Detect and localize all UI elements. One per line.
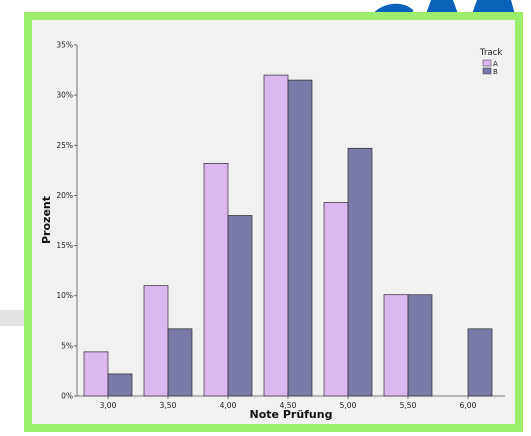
- x-axis-title: Note Prüfung: [250, 408, 333, 421]
- x-tick-label: 5,50: [400, 401, 417, 410]
- bars: [83, 74, 493, 397]
- x-axis-ticks: 3,00 3,50 4,00 4,50 5,00 5,50 6,00: [100, 396, 477, 410]
- x-tick-label: 5,00: [340, 401, 357, 410]
- y-tick-label: 20%: [56, 191, 73, 200]
- bar-chart: 0% 5% 10% 15% 20% 25% 30% 35% 3,00 3,50 4,00 4,50 5…: [40, 41, 505, 421]
- bar-a-5: [383, 294, 409, 397]
- bar-a-2: [203, 162, 229, 397]
- y-tick-label: 5%: [61, 341, 73, 350]
- x-tick-label: 4,00: [220, 401, 237, 410]
- bar-b-3: [287, 79, 313, 397]
- y-tick-label: 10%: [56, 291, 73, 300]
- legend: Track A B: [479, 48, 502, 76]
- bar-b-1: [167, 328, 193, 397]
- y-tick-label: 25%: [56, 141, 73, 150]
- bar-a-4: [323, 202, 349, 397]
- x-tick-label: 3,00: [100, 401, 117, 410]
- bar-b-2: [227, 215, 253, 397]
- bar-a-0: [83, 351, 109, 397]
- bar-a-3: [263, 74, 289, 397]
- y-axis-ticks: 0% 5% 10% 15% 20% 25% 30% 35%: [56, 41, 77, 401]
- y-tick-label: 30%: [56, 91, 73, 100]
- y-tick-label: 0%: [61, 392, 73, 401]
- legend-label-a: A: [493, 60, 498, 68]
- legend-swatch-a: [482, 59, 492, 67]
- x-tick-label: 4,50: [280, 401, 297, 410]
- legend-label-b: B: [493, 68, 498, 76]
- bar-b-6: [467, 328, 493, 397]
- chart-frame: 0% 5% 10% 15% 20% 25% 30% 35% 3,00 3,50 4,00 4,50 5…: [24, 12, 523, 432]
- bar-b-5: [407, 294, 433, 397]
- x-tick-label: 3,50: [160, 401, 177, 410]
- bar-b-0: [107, 373, 133, 397]
- bar-a-1: [143, 285, 169, 397]
- bar-b-4: [347, 147, 373, 397]
- y-tick-label: 35%: [56, 41, 73, 50]
- legend-title: Track: [479, 48, 502, 58]
- y-tick-label: 15%: [56, 241, 73, 250]
- x-tick-label: 6,00: [460, 401, 477, 410]
- y-axis-title: Prozent: [40, 196, 53, 244]
- legend-swatch-b: [482, 67, 492, 75]
